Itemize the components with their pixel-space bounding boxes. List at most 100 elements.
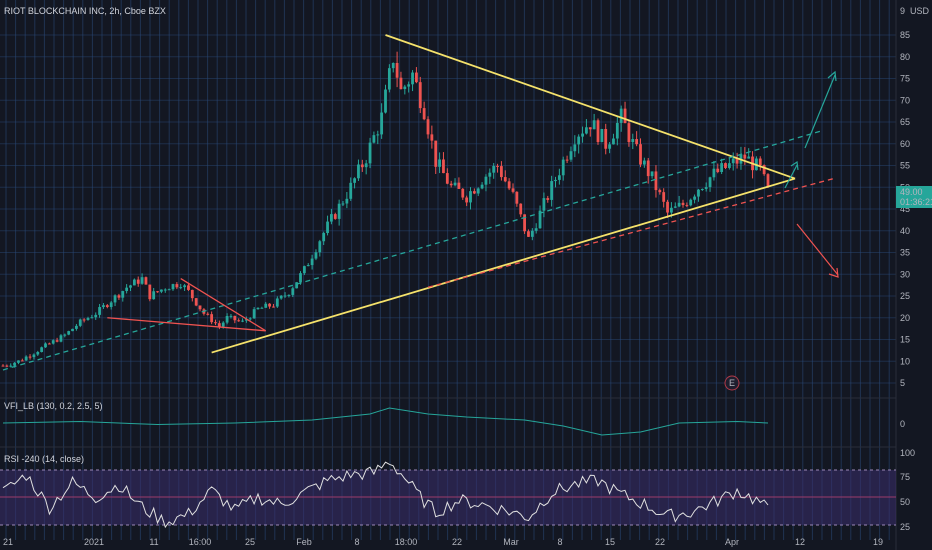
price-tick: 75	[900, 74, 910, 84]
mid-dashed	[2, 130, 823, 371]
candle-body	[407, 84, 411, 87]
candle-body	[233, 315, 237, 321]
vfi-label: VFI_LB (130, 0.2, 2.5, 5)	[4, 401, 103, 411]
candle-body	[252, 309, 256, 319]
candle-body	[167, 289, 171, 291]
candle-body	[496, 165, 499, 167]
rsi-tick-50: 50	[900, 497, 910, 507]
candle-body	[75, 325, 78, 329]
candle-body	[105, 305, 109, 307]
candle-body	[372, 135, 376, 143]
candle-body	[82, 319, 86, 321]
candle-body	[140, 277, 144, 284]
candle-body	[673, 206, 677, 208]
price-badge	[896, 186, 932, 208]
candle-body	[411, 72, 414, 85]
candle-body	[291, 288, 295, 295]
candle-body	[600, 129, 604, 143]
candle-body	[330, 214, 333, 222]
candle-body	[241, 320, 244, 322]
candle-body	[627, 123, 631, 143]
candle-body	[619, 108, 623, 123]
candle-body	[368, 142, 372, 164]
candle-body	[98, 307, 101, 315]
candle-body	[484, 176, 488, 185]
candle-body	[731, 158, 735, 164]
candle-body	[480, 184, 484, 189]
candle-body	[67, 331, 71, 335]
candle-body	[681, 202, 685, 206]
earnings-marker[interactable]	[724, 375, 740, 391]
candle-body	[179, 287, 183, 289]
candle-body	[585, 127, 588, 134]
triangle-lower	[211, 177, 796, 354]
candle-body	[469, 191, 472, 203]
candle-body	[341, 203, 345, 205]
time-tick: 25	[245, 537, 255, 547]
candle-body	[194, 298, 198, 306]
candle-body	[210, 314, 214, 323]
earnings-marker-label: E	[729, 378, 735, 388]
candle-body	[677, 202, 681, 207]
candle-body	[380, 112, 384, 135]
candle-body	[71, 328, 74, 332]
candle-body	[360, 164, 364, 168]
candle-body	[415, 72, 418, 83]
time-tick: 11	[149, 537, 158, 547]
pennant-lower	[107, 317, 266, 332]
candle-body	[198, 305, 202, 310]
vfi-line	[2, 407, 769, 436]
price-badge-countdown: 01:36:21	[900, 197, 932, 207]
candle-body	[17, 360, 20, 363]
candle-body	[646, 160, 650, 177]
candle-body	[109, 302, 113, 307]
candle-body	[670, 207, 673, 213]
pennant-upper	[180, 278, 267, 332]
candle-body	[36, 351, 40, 355]
candle-body	[279, 295, 283, 299]
candle-body	[720, 163, 724, 173]
vfi-zero-tick: 0	[900, 419, 905, 429]
candle-body	[476, 188, 480, 194]
time-tick: Mar	[503, 537, 519, 547]
rsi-tick-100: 100	[900, 448, 915, 458]
candle-body	[573, 144, 577, 152]
candle-body	[357, 164, 360, 179]
candle-body	[302, 266, 306, 274]
candle-body	[662, 192, 666, 202]
candle-body	[117, 295, 121, 298]
candle-body	[488, 172, 492, 177]
candle-body	[395, 62, 399, 78]
time-tick: 16:00	[189, 537, 212, 547]
candle-body	[160, 289, 163, 292]
candle-body	[364, 163, 368, 168]
candle-body	[217, 323, 221, 327]
candle-body	[762, 165, 766, 175]
candle-body	[689, 199, 693, 206]
candle-body	[94, 314, 98, 318]
candle-body	[631, 139, 635, 143]
candle-body	[623, 108, 627, 124]
candle-body	[449, 183, 453, 186]
candle-body	[86, 318, 90, 320]
candle-body	[40, 347, 44, 352]
candle-body	[326, 221, 329, 234]
candle-body	[430, 134, 434, 141]
time-tick: 8	[557, 537, 562, 547]
price-tick: 55	[900, 161, 910, 171]
candle-body	[337, 203, 341, 219]
candle-body	[523, 214, 526, 232]
candle-body	[612, 138, 615, 145]
candle-body	[187, 285, 190, 290]
price-tick: 15	[900, 335, 910, 345]
price-tick: 25	[900, 291, 910, 301]
candle-body	[90, 317, 94, 319]
candle-body	[125, 287, 129, 292]
candle-body	[387, 68, 391, 90]
time-tick: 22	[655, 537, 665, 547]
arrow-down-projection	[796, 223, 839, 278]
candle-body	[264, 303, 268, 308]
price-badge-value: 49.00	[900, 187, 923, 197]
